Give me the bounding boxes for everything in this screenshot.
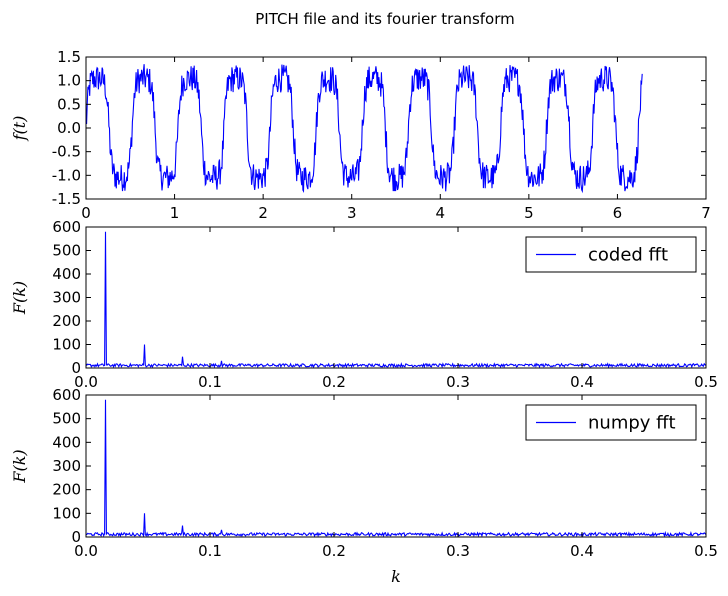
series-line	[86, 64, 643, 194]
series-line	[86, 231, 706, 368]
x-tick-label: 1	[170, 204, 180, 222]
x-tick-label: 0.0	[74, 542, 98, 560]
y-tick-label: 0.0	[57, 119, 81, 137]
y-axis-label: F(k)	[10, 449, 29, 483]
x-tick-label: 0.4	[570, 373, 594, 391]
x-tick-label: 0.3	[446, 373, 470, 391]
y-tick-label: 500	[52, 410, 81, 428]
y-tick-label: 500	[52, 242, 81, 260]
subplot-3: 0.0 0.1 0.2 0.3 0.4 0.5 600 500 400 300 200 100 0 F(k…	[10, 386, 718, 586]
y-tick-label: -1.5	[52, 190, 81, 208]
x-tick-label: 6	[613, 204, 623, 222]
y-tick-label: 1.0	[57, 72, 81, 90]
y-tick-label: 0.5	[57, 95, 81, 113]
x-tick-label: 0	[81, 204, 91, 222]
legend-label: coded fft	[588, 245, 668, 266]
y-tick-label: 0	[71, 528, 81, 546]
y-tick-label: 400	[52, 433, 81, 451]
y-axis-label: F(k)	[10, 281, 29, 315]
x-tick-label: 7	[701, 204, 711, 222]
y-tick-label: 600	[52, 218, 81, 236]
y-tick-label: 200	[52, 481, 81, 499]
axes-frame	[85, 56, 707, 200]
y-tick-label: 300	[52, 457, 81, 475]
figure-title: PITCH file and its fourier transform	[255, 10, 515, 28]
y-tick-label: 1.5	[57, 48, 81, 66]
y-tick-label: -1.0	[52, 166, 81, 184]
y-tick-label: 600	[52, 386, 81, 404]
x-tick-label: 5	[524, 204, 534, 222]
x-tick-label: 0.2	[322, 542, 346, 560]
y-tick-label: 100	[52, 336, 81, 354]
x-tick-label: 0.1	[198, 542, 222, 560]
x-tick-label: 0.3	[446, 542, 470, 560]
x-tick-label: 0.4	[570, 542, 594, 560]
y-tick-label: -0.5	[52, 143, 81, 161]
y-tick-label: 100	[52, 504, 81, 522]
legend: numpy fft	[525, 404, 697, 441]
y-tick-label: 300	[52, 289, 81, 307]
y-tick-label: 200	[52, 312, 81, 330]
x-tick-label: 2	[258, 204, 268, 222]
y-tick-label: 0	[71, 359, 81, 377]
x-tick-label: 0.2	[322, 373, 346, 391]
legend: coded fft	[525, 236, 697, 273]
x-tick-label: 3	[347, 204, 357, 222]
x-axis-label: k	[391, 567, 401, 586]
subplot-2: 0.0 0.1 0.2 0.3 0.4 0.5 600 500 400 300 200 100 0 F(k…	[10, 218, 718, 391]
plots-area: 0 1 2 3 4 5 6 71.51.00.50.0-0.5-1.0-1.5f(t)0.0 0…	[10, 48, 718, 586]
y-tick-label: 400	[52, 265, 81, 283]
x-tick-label: 0.0	[74, 373, 98, 391]
subplot-1: 0 1 2 3 4 5 6 7 1.5 1.0 0.5 0.0 -0.5 -1.0 -1.5 f(t)	[10, 48, 711, 222]
x-tick-label: 0.5	[694, 373, 718, 391]
legend-label: numpy fft	[588, 413, 676, 434]
x-tick-label: 4	[436, 204, 446, 222]
y-axis-label: f(t)	[10, 116, 29, 142]
x-tick-label: 0.1	[198, 373, 222, 391]
x-tick-label: 0.5	[694, 542, 718, 560]
series-line	[86, 399, 706, 537]
